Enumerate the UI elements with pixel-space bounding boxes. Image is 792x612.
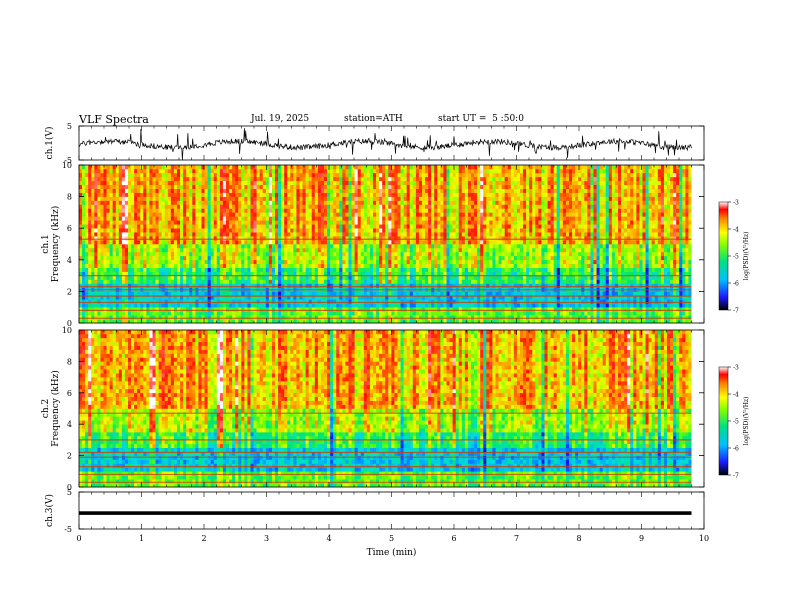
ch3-waveform-panel: 5 -5 0 1 2 3 4 5 6 7 8 9 10 (64, 488, 709, 543)
ch2-spectrogram-ytick-label: 10 (62, 326, 72, 335)
ch3-waveform-line (79, 511, 692, 515)
ch3-waveform-frame (78, 491, 705, 530)
time-axis-tick-label: 10 (699, 534, 709, 543)
ch1-waveform-ytick-label: 5 (67, 122, 72, 131)
time-axis-tick-label: 8 (576, 534, 581, 543)
ch3-waveform-ytick-label: 5 (67, 488, 72, 497)
ch2-spectrogram-ytick-label: 2 (67, 452, 72, 461)
ch1-waveform-ytick-label: -5 (64, 156, 72, 165)
ch2-spectrogram-ytick-label: 0 (67, 483, 72, 492)
ch2-colorbar-tick-label: -3 (733, 365, 739, 372)
ch1-waveform-line (78, 128, 692, 161)
ch1-colorbar (718, 201, 729, 311)
ch2-colorbar-tick-label: -6 (733, 446, 739, 453)
ch1-colorbar-tick-label: -6 (733, 281, 739, 288)
chart-title: VLF Spectra (79, 113, 149, 126)
ch1-spectrogram-ytick-label: 0 (67, 319, 72, 328)
station-label: station=ATH (344, 114, 403, 124)
ch1-spectrogram-ytick-label: 8 (67, 193, 72, 202)
ch2-spectrogram-ylabel: Frequency (kHz) (50, 370, 61, 447)
ch1-spectrogram-ytick-label: 6 (67, 224, 72, 233)
ch1-spectrogram-panel: 0 2 4 6 8 10 (62, 161, 705, 328)
ch2-colorbar-label: log(PSD)(V²/Hz) (743, 397, 750, 446)
ch1-colorbar-tick-label: -4 (733, 227, 739, 234)
ch2-spectrogram-panel: 0 2 4 6 8 10 (62, 326, 705, 492)
time-axis-tick-label: 1 (139, 534, 144, 543)
ch2-colorbar-tick-label: -7 (733, 473, 739, 480)
ch2-colorbar (718, 366, 729, 476)
ch2-spectrogram-ytick-label: 6 (67, 389, 72, 398)
ch1-spectrogram-channel-label: ch.1 (41, 234, 51, 253)
time-axis-tick-label: 4 (326, 534, 331, 543)
time-axis-tick-label: 5 (389, 534, 394, 543)
ch1-spectrogram-ytick-label: 4 (67, 256, 72, 265)
time-axis-tick-label: 3 (264, 534, 269, 543)
ch3-waveform-trace (79, 511, 692, 515)
ch1-spectrogram-ylabel: Frequency (kHz) (50, 206, 61, 283)
ch1-spectrogram-ytick-label: 10 (62, 161, 72, 170)
ch2-colorbar-tick-label: -4 (733, 392, 739, 399)
ch1-waveform-trace (78, 128, 692, 161)
ch2-spectrogram-image (79, 330, 704, 488)
time-axis-tick-label: 6 (451, 534, 456, 543)
time-axis-tick-label: 2 (201, 534, 206, 543)
ch3-waveform-ylabel: ch.3(V) (44, 494, 55, 527)
ch1-colorbar-tick-label: -5 (733, 254, 739, 261)
time-axis-tick-label: 0 (76, 534, 81, 543)
ch1-spectrogram-image (79, 165, 704, 324)
ch2-spectrogram-ytick-label: 4 (67, 420, 72, 429)
ch2-colorbar-tick-label: -5 (733, 419, 739, 426)
time-axis-label: Time (min) (367, 547, 417, 558)
start-time-label: start UT = 5 :50:0 (438, 114, 524, 124)
ch1-waveform-ylabel: ch.1(V) (44, 127, 55, 160)
time-axis-tick-label: 9 (639, 534, 644, 543)
ch2-spectrogram-channel-label: ch.2 (41, 399, 51, 418)
no-data-region (691, 165, 704, 323)
ch1-colorbar-label: log(PSD)(V²/Hz) (743, 232, 750, 281)
ch1-waveform-panel: 5 -5 (64, 122, 705, 165)
ch1-spectrogram-ytick-label: 2 (67, 287, 72, 296)
time-axis-tick-label: 7 (514, 534, 519, 543)
ch1-colorbar-tick-label: -3 (733, 200, 739, 207)
no-data-region (691, 330, 704, 487)
date-label: Jul. 19, 2025 (251, 114, 310, 124)
ch2-spectrogram-ytick-label: 8 (67, 357, 72, 366)
ch3-waveform-ytick-label: -5 (64, 525, 72, 534)
ch1-colorbar-tick-label: -7 (733, 308, 739, 315)
